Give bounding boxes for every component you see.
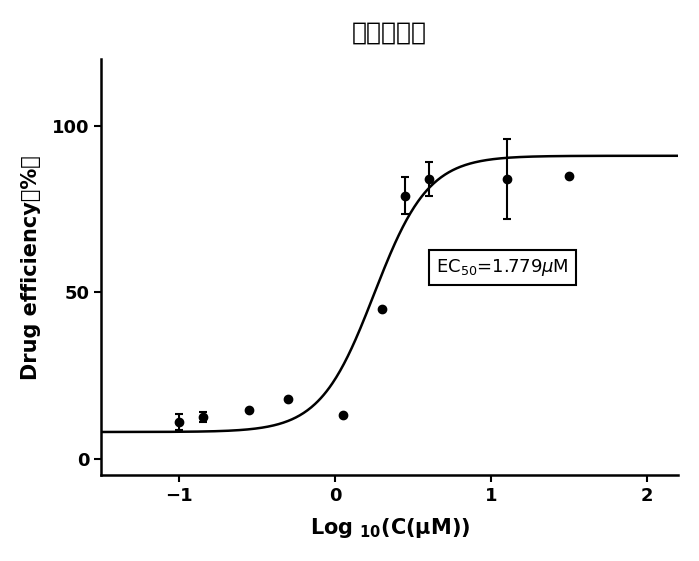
Text: EC$_{50}$=1.779$\mu$M: EC$_{50}$=1.779$\mu$M xyxy=(436,257,568,278)
Title: 厄他培南钠: 厄他培南钠 xyxy=(352,21,427,45)
Y-axis label: Drug efficiency（%）: Drug efficiency（%） xyxy=(21,155,41,380)
X-axis label: $\mathbf{Log\ }$$\mathbf{_{10}}$$\mathbf{(C(\mu M))}$: $\mathbf{Log\ }$$\mathbf{_{10}}$$\mathbf… xyxy=(310,516,470,540)
